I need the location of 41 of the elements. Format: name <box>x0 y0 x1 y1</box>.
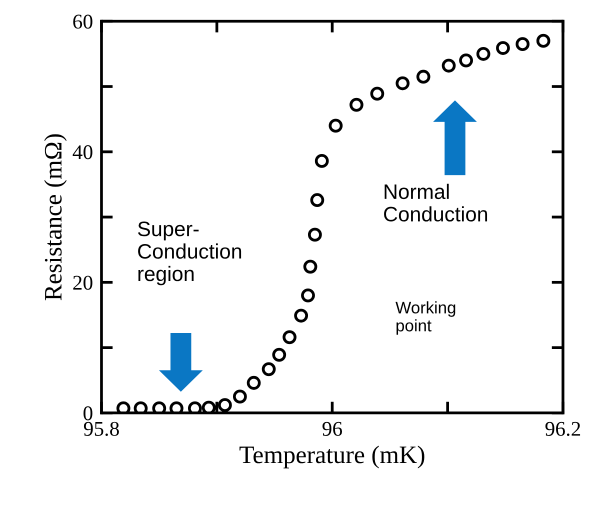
y-tick-label: 0 <box>84 406 92 420</box>
point <box>536 34 550 48</box>
point <box>232 390 247 404</box>
x-tick-label: 95.8 <box>84 422 119 436</box>
point <box>350 98 364 112</box>
x-axis-title: Temperature (mK) <box>240 446 424 468</box>
point <box>328 118 343 133</box>
x-tick-label: 96.2 <box>545 422 580 436</box>
point <box>310 193 324 208</box>
point <box>301 288 315 302</box>
point <box>370 86 384 101</box>
y-axis-title: Resistance (mΩ) <box>44 134 67 300</box>
point <box>294 308 308 323</box>
point <box>152 401 166 413</box>
point <box>218 398 232 412</box>
point <box>188 401 202 413</box>
point <box>262 362 276 376</box>
annotation: Working point <box>396 301 456 335</box>
point <box>116 401 130 413</box>
annotation: Normal Conduction <box>384 184 488 222</box>
y-tick-label: 60 <box>73 14 92 29</box>
y-tick-label: 20 <box>73 276 92 290</box>
x-tick-label: 96 <box>322 422 342 436</box>
point <box>442 58 456 73</box>
point <box>246 376 261 390</box>
point <box>308 228 322 242</box>
point <box>202 400 216 413</box>
point <box>396 76 410 90</box>
point <box>416 70 430 84</box>
point <box>516 37 530 52</box>
point <box>314 154 329 168</box>
point <box>282 330 296 344</box>
point <box>476 46 490 61</box>
point <box>170 401 184 413</box>
point <box>303 260 318 274</box>
point <box>459 53 474 68</box>
point <box>496 41 510 55</box>
point <box>134 401 148 413</box>
point <box>272 348 286 362</box>
y-tick-label: 40 <box>72 145 92 160</box>
annotation: Super- Conduction region <box>138 222 242 286</box>
